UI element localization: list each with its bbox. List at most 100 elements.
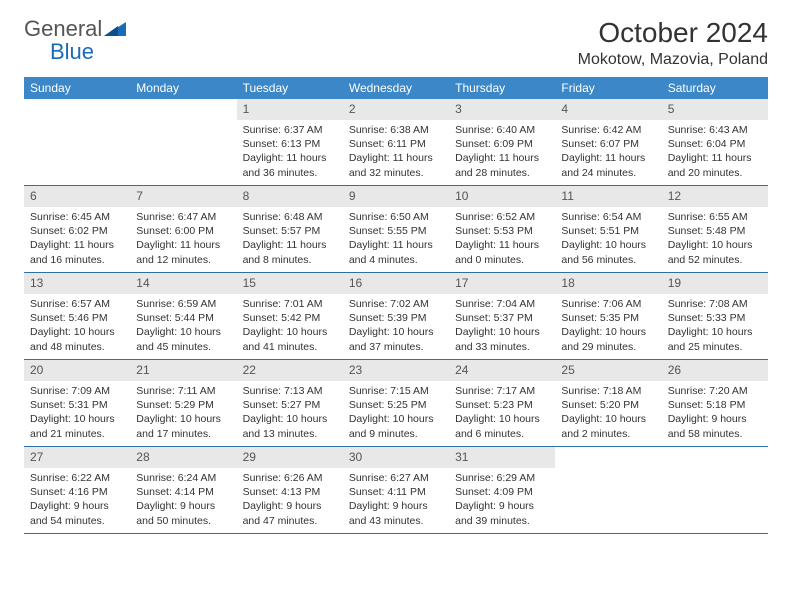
calendar-cell: 9Sunrise: 6:50 AMSunset: 5:55 PMDaylight…	[343, 186, 449, 272]
day-number: 19	[662, 273, 768, 294]
calendar-cell: 2Sunrise: 6:38 AMSunset: 6:11 PMDaylight…	[343, 99, 449, 185]
daylight-text: Daylight: 11 hours and 8 minutes.	[243, 238, 337, 266]
page-header: General Blue October 2024 Mokotow, Mazov…	[24, 18, 768, 69]
sunset-text: Sunset: 5:46 PM	[30, 311, 124, 325]
day-details: Sunrise: 7:15 AMSunset: 5:25 PMDaylight:…	[343, 381, 449, 445]
day-details: Sunrise: 6:40 AMSunset: 6:09 PMDaylight:…	[449, 120, 555, 184]
daylight-text: Daylight: 11 hours and 32 minutes.	[349, 151, 443, 179]
day-number: 23	[343, 360, 449, 381]
sunset-text: Sunset: 5:39 PM	[349, 311, 443, 325]
day-number: 26	[662, 360, 768, 381]
day-number: 25	[555, 360, 661, 381]
calendar-page: General Blue October 2024 Mokotow, Mazov…	[0, 0, 792, 534]
daylight-text: Daylight: 11 hours and 12 minutes.	[136, 238, 230, 266]
day-details: Sunrise: 6:50 AMSunset: 5:55 PMDaylight:…	[343, 207, 449, 271]
sunrise-text: Sunrise: 7:18 AM	[561, 384, 655, 398]
calendar-cell: 24Sunrise: 7:17 AMSunset: 5:23 PMDayligh…	[449, 360, 555, 446]
sunset-text: Sunset: 4:11 PM	[349, 485, 443, 499]
daylight-text: Daylight: 11 hours and 4 minutes.	[349, 238, 443, 266]
sunset-text: Sunset: 5:37 PM	[455, 311, 549, 325]
sunset-text: Sunset: 4:09 PM	[455, 485, 549, 499]
sunrise-text: Sunrise: 6:40 AM	[455, 123, 549, 137]
daylight-text: Daylight: 10 hours and 29 minutes.	[561, 325, 655, 353]
calendar-cell: 17Sunrise: 7:04 AMSunset: 5:37 PMDayligh…	[449, 273, 555, 359]
sunset-text: Sunset: 5:35 PM	[561, 311, 655, 325]
daylight-text: Daylight: 10 hours and 21 minutes.	[30, 412, 124, 440]
day-number: 12	[662, 186, 768, 207]
day-header: Saturday	[662, 77, 768, 99]
daylight-text: Daylight: 11 hours and 24 minutes.	[561, 151, 655, 179]
calendar-row: 13Sunrise: 6:57 AMSunset: 5:46 PMDayligh…	[24, 273, 768, 360]
sunrise-text: Sunrise: 6:45 AM	[30, 210, 124, 224]
daylight-text: Daylight: 9 hours and 39 minutes.	[455, 499, 549, 527]
sunset-text: Sunset: 5:23 PM	[455, 398, 549, 412]
day-number: 27	[24, 447, 130, 468]
sunrise-text: Sunrise: 7:01 AM	[243, 297, 337, 311]
sunset-text: Sunset: 5:53 PM	[455, 224, 549, 238]
day-header: Wednesday	[343, 77, 449, 99]
day-details: Sunrise: 7:17 AMSunset: 5:23 PMDaylight:…	[449, 381, 555, 445]
day-number: 10	[449, 186, 555, 207]
sunrise-text: Sunrise: 7:04 AM	[455, 297, 549, 311]
daylight-text: Daylight: 11 hours and 28 minutes.	[455, 151, 549, 179]
sunrise-text: Sunrise: 7:02 AM	[349, 297, 443, 311]
day-number: 4	[555, 99, 661, 120]
calendar-cell-empty	[130, 99, 236, 185]
day-details: Sunrise: 6:24 AMSunset: 4:14 PMDaylight:…	[130, 468, 236, 532]
day-number: 6	[24, 186, 130, 207]
sunrise-text: Sunrise: 6:29 AM	[455, 471, 549, 485]
day-details: Sunrise: 6:27 AMSunset: 4:11 PMDaylight:…	[343, 468, 449, 532]
day-details: Sunrise: 7:09 AMSunset: 5:31 PMDaylight:…	[24, 381, 130, 445]
sunrise-text: Sunrise: 6:57 AM	[30, 297, 124, 311]
sunrise-text: Sunrise: 7:13 AM	[243, 384, 337, 398]
sunrise-text: Sunrise: 6:50 AM	[349, 210, 443, 224]
sunrise-text: Sunrise: 7:06 AM	[561, 297, 655, 311]
sunrise-text: Sunrise: 6:22 AM	[30, 471, 124, 485]
daylight-text: Daylight: 9 hours and 47 minutes.	[243, 499, 337, 527]
daylight-text: Daylight: 10 hours and 13 minutes.	[243, 412, 337, 440]
day-number: 2	[343, 99, 449, 120]
calendar-cell: 22Sunrise: 7:13 AMSunset: 5:27 PMDayligh…	[237, 360, 343, 446]
day-number: 1	[237, 99, 343, 120]
daylight-text: Daylight: 10 hours and 48 minutes.	[30, 325, 124, 353]
calendar-cell: 10Sunrise: 6:52 AMSunset: 5:53 PMDayligh…	[449, 186, 555, 272]
day-details: Sunrise: 7:04 AMSunset: 5:37 PMDaylight:…	[449, 294, 555, 358]
day-details: Sunrise: 6:43 AMSunset: 6:04 PMDaylight:…	[662, 120, 768, 184]
sunset-text: Sunset: 5:18 PM	[668, 398, 762, 412]
day-details: Sunrise: 7:01 AMSunset: 5:42 PMDaylight:…	[237, 294, 343, 358]
day-details: Sunrise: 6:42 AMSunset: 6:07 PMDaylight:…	[555, 120, 661, 184]
day-header: Thursday	[449, 77, 555, 99]
day-header: Tuesday	[237, 77, 343, 99]
sunset-text: Sunset: 5:48 PM	[668, 224, 762, 238]
sunset-text: Sunset: 6:00 PM	[136, 224, 230, 238]
day-details: Sunrise: 7:13 AMSunset: 5:27 PMDaylight:…	[237, 381, 343, 445]
calendar-cell: 21Sunrise: 7:11 AMSunset: 5:29 PMDayligh…	[130, 360, 236, 446]
sunrise-text: Sunrise: 6:47 AM	[136, 210, 230, 224]
day-details: Sunrise: 6:54 AMSunset: 5:51 PMDaylight:…	[555, 207, 661, 271]
day-number: 21	[130, 360, 236, 381]
sunset-text: Sunset: 5:33 PM	[668, 311, 762, 325]
calendar-cell: 4Sunrise: 6:42 AMSunset: 6:07 PMDaylight…	[555, 99, 661, 185]
day-details: Sunrise: 7:11 AMSunset: 5:29 PMDaylight:…	[130, 381, 236, 445]
daylight-text: Daylight: 9 hours and 43 minutes.	[349, 499, 443, 527]
calendar-cell: 30Sunrise: 6:27 AMSunset: 4:11 PMDayligh…	[343, 447, 449, 533]
sunrise-text: Sunrise: 6:48 AM	[243, 210, 337, 224]
calendar-row: 1Sunrise: 6:37 AMSunset: 6:13 PMDaylight…	[24, 99, 768, 186]
daylight-text: Daylight: 10 hours and 33 minutes.	[455, 325, 549, 353]
daylight-text: Daylight: 11 hours and 16 minutes.	[30, 238, 124, 266]
daylight-text: Daylight: 10 hours and 56 minutes.	[561, 238, 655, 266]
day-header: Friday	[555, 77, 661, 99]
day-number: 20	[24, 360, 130, 381]
sunrise-text: Sunrise: 6:26 AM	[243, 471, 337, 485]
day-number: 31	[449, 447, 555, 468]
day-details: Sunrise: 6:59 AMSunset: 5:44 PMDaylight:…	[130, 294, 236, 358]
sunset-text: Sunset: 4:13 PM	[243, 485, 337, 499]
day-number: 22	[237, 360, 343, 381]
calendar-cell: 25Sunrise: 7:18 AMSunset: 5:20 PMDayligh…	[555, 360, 661, 446]
calendar-cell: 3Sunrise: 6:40 AMSunset: 6:09 PMDaylight…	[449, 99, 555, 185]
sunrise-text: Sunrise: 7:08 AM	[668, 297, 762, 311]
day-details: Sunrise: 6:37 AMSunset: 6:13 PMDaylight:…	[237, 120, 343, 184]
calendar-row: 27Sunrise: 6:22 AMSunset: 4:16 PMDayligh…	[24, 447, 768, 534]
calendar-cell: 28Sunrise: 6:24 AMSunset: 4:14 PMDayligh…	[130, 447, 236, 533]
sunset-text: Sunset: 5:44 PM	[136, 311, 230, 325]
